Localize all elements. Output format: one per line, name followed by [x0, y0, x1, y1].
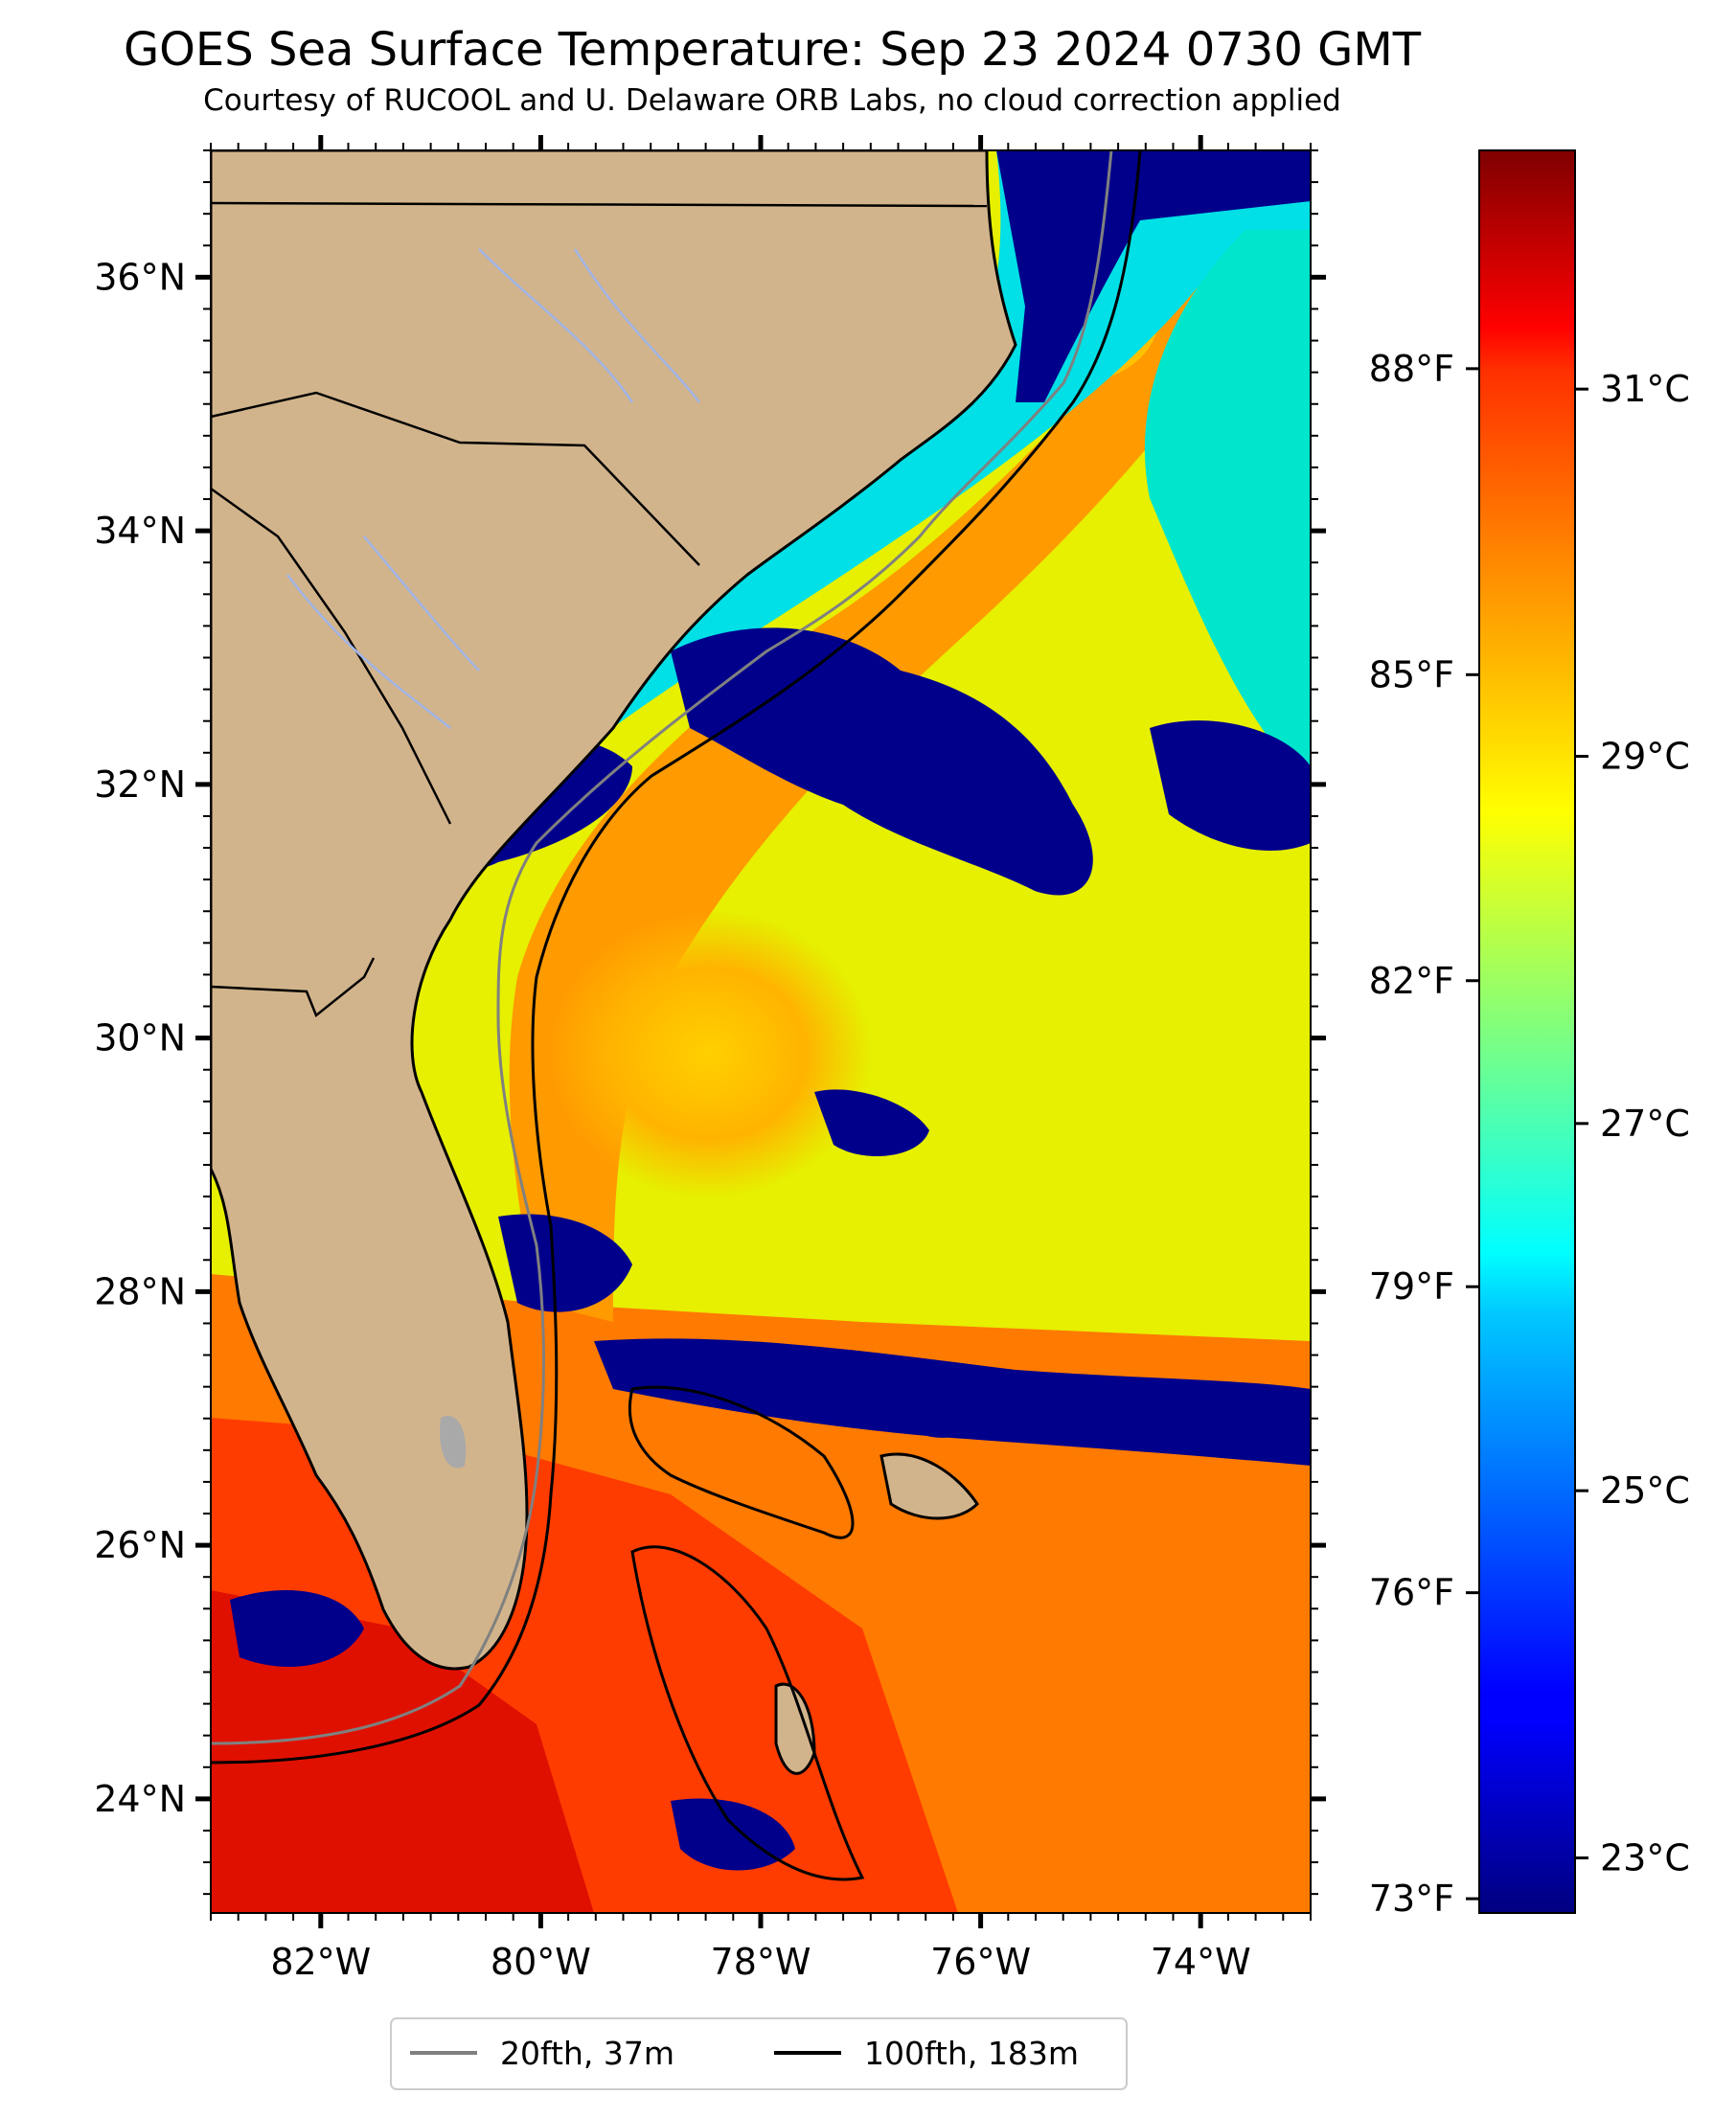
- lon-axis: 82°W 80°W 78°W 76°W 74°W: [210, 135, 1312, 1983]
- state-border-nc-sc: [211, 391, 700, 566]
- state-border-ga-fl: [211, 957, 376, 1018]
- southeast-us-land: [211, 150, 1017, 1671]
- cool-coastal-water: [383, 150, 1311, 1035]
- fahrenheit-tick-label: 73°F: [1369, 1878, 1454, 1920]
- lon-tick-label: 74°W: [1151, 1941, 1251, 1983]
- celsius-tick-label: 29°C: [1600, 736, 1690, 778]
- cool-offshore-water: [1144, 230, 1311, 786]
- lon-tick-label: 76°W: [930, 1941, 1031, 1983]
- legend-box: [390, 2017, 1128, 2090]
- colorbar: 31°C 29°C 27°C 25°C 23°C 88°F 85°F 82°F 79°F 76°…: [1369, 149, 1690, 1920]
- map-subtitle: Courtesy of RUCOOL and U. Delaware ORB L…: [203, 83, 1341, 118]
- colorbar-celsius-ticks: 31°C 29°C 27°C 25°C 23°C: [1575, 368, 1690, 1879]
- lat-tick-label: 32°N: [94, 763, 186, 806]
- fahrenheit-tick-label: 79°F: [1369, 1265, 1454, 1308]
- hottest-south-water: [211, 1590, 594, 1913]
- isobath-great-bahama-bank: [630, 1545, 865, 1881]
- lat-tick-label: 30°N: [94, 1017, 186, 1059]
- colorbar-fahrenheit-ticks: 88°F 85°F 82°F 79°F 76°F 73°F: [1369, 348, 1479, 1920]
- map-panel: [211, 150, 1311, 1913]
- fahrenheit-tick-label: 88°F: [1369, 348, 1454, 390]
- lat-tick-label: 26°N: [94, 1524, 186, 1566]
- rivers: [286, 248, 700, 729]
- cloud-mask-offshore-patch: [814, 1089, 929, 1156]
- fahrenheit-tick-label: 76°F: [1369, 1572, 1454, 1614]
- lat-tick-label: 36°N: [94, 256, 186, 298]
- cloud-mask-cuba-north: [671, 1798, 795, 1871]
- celsius-tick-label: 27°C: [1600, 1103, 1690, 1145]
- isobath-100fth-line: [211, 150, 1142, 1765]
- fahrenheit-tick-label: 82°F: [1369, 960, 1454, 1002]
- cloud-mask-gulf: [230, 1590, 364, 1667]
- celsius-tick-label: 25°C: [1600, 1469, 1690, 1512]
- isobath-bahama-bank: [628, 1385, 855, 1539]
- lat-tick-label: 34°N: [94, 510, 186, 552]
- lon-tick-label: 82°W: [270, 1941, 371, 1983]
- lat-axis: 36°N 34°N 32°N 30°N 28°N 26°N 24°N: [94, 149, 1326, 1896]
- lat-tick-label: 24°N: [94, 1778, 186, 1820]
- legend-label-20fth: 20fth, 37m: [500, 2035, 674, 2072]
- lat-tick-label: 28°N: [94, 1270, 186, 1312]
- legend-label-100fth: 100fth, 183m: [864, 2035, 1079, 2072]
- warm-eddy: [546, 910, 872, 1197]
- cloud-mask-east: [1150, 720, 1311, 852]
- fahrenheit-tick-label: 85°F: [1369, 653, 1454, 695]
- cloud-mask-cape-canaveral: [498, 1214, 632, 1312]
- cloud-mask-northeast: [996, 150, 1311, 402]
- lon-tick-label: 80°W: [491, 1941, 591, 1983]
- celsius-tick-label: 31°C: [1600, 368, 1690, 410]
- state-border-va-nc: [211, 201, 988, 208]
- map-title: GOES Sea Surface Temperature: Sep 23 202…: [124, 23, 1422, 77]
- celsius-tick-label: 23°C: [1600, 1837, 1690, 1879]
- grand-bahama-island: [879, 1452, 979, 1520]
- lon-tick-label: 78°W: [711, 1941, 811, 1983]
- colorbar-gradient: [1478, 149, 1576, 1914]
- cloud-patch-small: [901, 1386, 977, 1438]
- isobath-20fth-line: [211, 150, 1113, 1745]
- isobath-legend: 20fth, 37m 100fth, 183m: [390, 2017, 1128, 2090]
- state-border-sc-ga: [211, 487, 452, 825]
- gulf-stream: [509, 278, 1245, 1322]
- lake-okeechobee: [440, 1416, 467, 1469]
